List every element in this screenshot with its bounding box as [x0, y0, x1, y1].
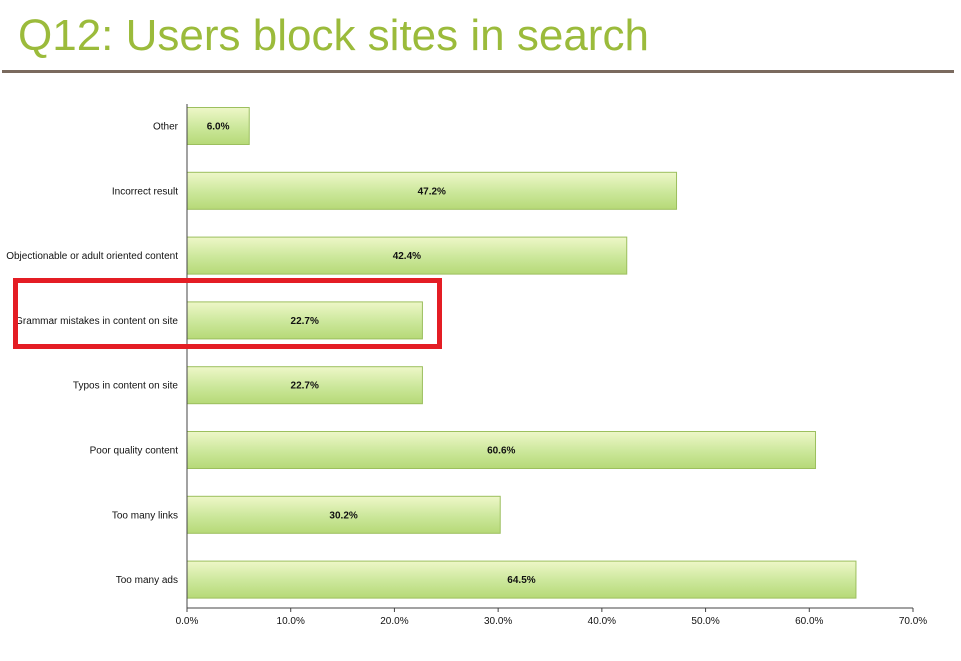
bar-grammar-mistakes-in-content-on-site	[186, 301, 423, 340]
highlight-box	[13, 278, 442, 349]
category-label-other: Other	[153, 122, 179, 133]
x-axis: 0.0% 10.0% 20.0% 30.0% 40.0% 50.0% 60.0% 70.0%	[176, 104, 927, 627]
title-divider	[2, 70, 954, 73]
x-tick-label: 10.0%	[277, 616, 305, 627]
slide-title: Q12: Users block sites in search	[18, 11, 649, 60]
bar-typos-in-content-on-site	[186, 366, 423, 405]
x-tick-label: 50.0%	[691, 616, 719, 627]
value-label-too-many-links: 30.2%	[329, 510, 357, 521]
bar-poor-quality-content	[186, 431, 817, 469]
x-tick-label: 40.0%	[588, 616, 616, 627]
category-label-poor-quality-content: Poor quality content	[90, 446, 179, 457]
value-label-objectionable-or-adult-oriented-content: 42.4%	[393, 251, 421, 262]
bar-objectionable-or-adult-oriented-content	[186, 236, 628, 275]
bar-other	[186, 107, 250, 145]
x-tick-label: 60.0%	[795, 616, 823, 627]
value-label-incorrect-result: 47.2%	[418, 186, 446, 197]
x-tick-label: 30.0%	[484, 616, 512, 627]
category-label-objectionable-or-adult-oriented-content: Objectionable or adult oriented content	[6, 251, 178, 262]
bars-layer: Other 6.0% Incorrect result 47.2% Objectiona…	[6, 107, 857, 599]
x-tick-label: 70.0%	[899, 616, 927, 627]
value-label-other: 6.0%	[207, 122, 230, 133]
category-label-too-many-links: Too many links	[112, 510, 178, 521]
bar-incorrect-result	[186, 171, 678, 210]
bar-too-many-ads	[186, 560, 857, 599]
value-label-typos-in-content-on-site: 22.7%	[291, 381, 319, 392]
category-label-incorrect-result: Incorrect result	[112, 186, 178, 197]
x-tick-label: 0.0%	[176, 616, 199, 627]
category-label-typos-in-content-on-site: Typos in content on site	[73, 381, 179, 392]
category-label-too-many-ads: Too many ads	[116, 575, 178, 586]
category-label-grammar-mistakes-in-content-on-site: Grammar mistakes in content on site	[15, 316, 178, 327]
value-label-poor-quality-content: 60.6%	[487, 446, 515, 457]
x-tick-label: 20.0%	[380, 616, 408, 627]
value-label-grammar-mistakes-in-content-on-site: 22.7%	[291, 316, 319, 327]
value-label-too-many-ads: 64.5%	[507, 575, 535, 586]
